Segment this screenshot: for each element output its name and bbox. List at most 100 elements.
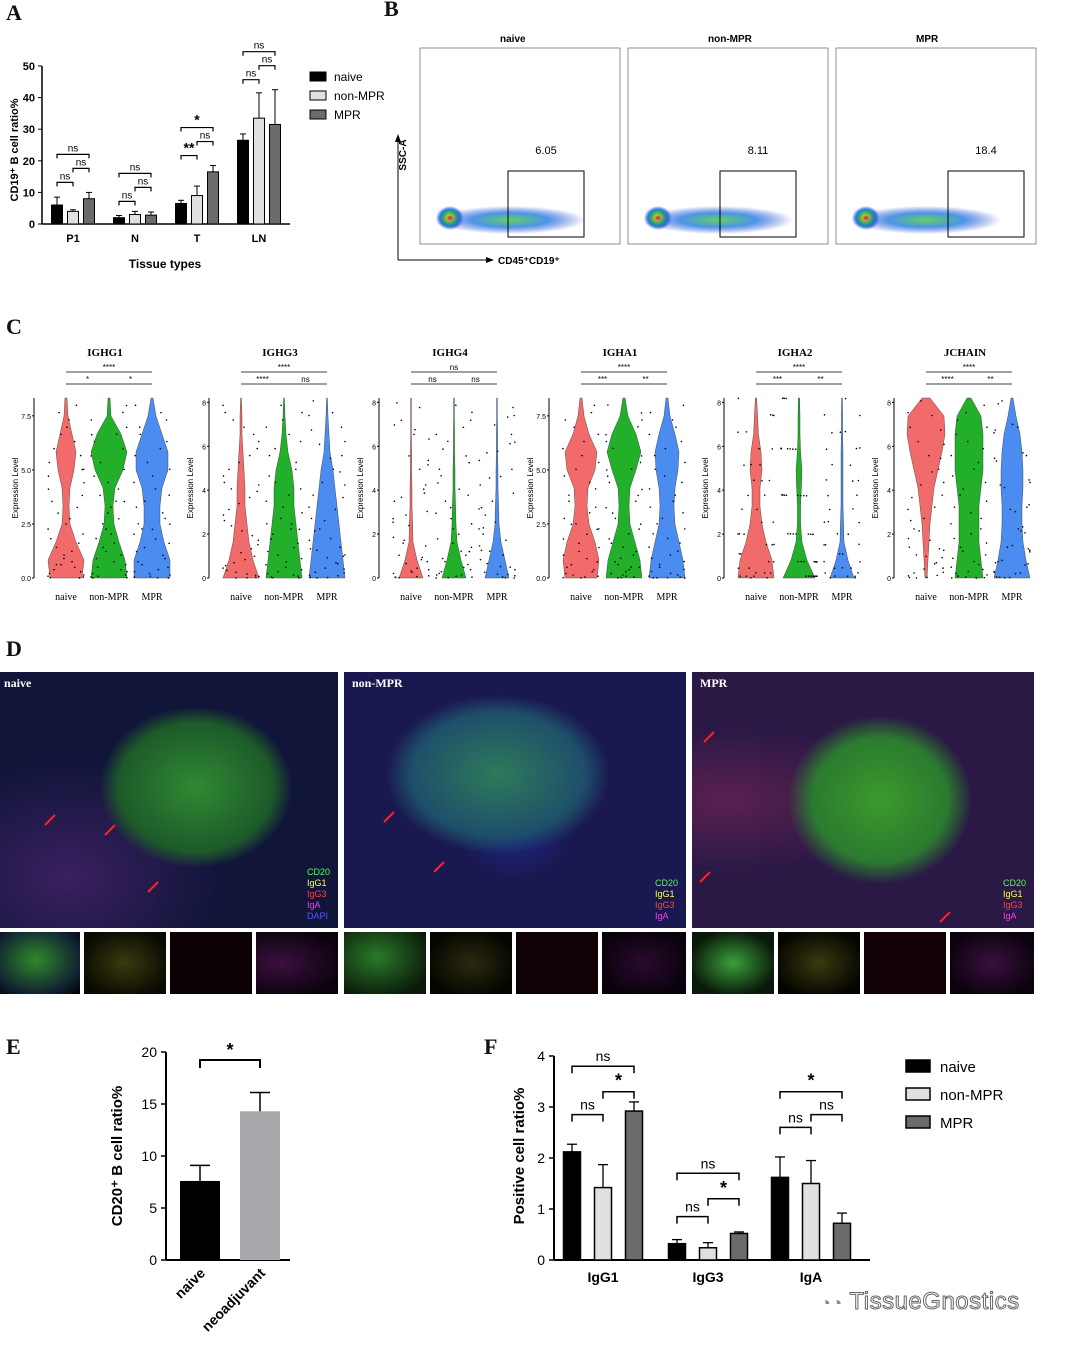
c-dot [511, 468, 513, 471]
f-sig-bracket [707, 1198, 740, 1206]
a-bar [129, 214, 141, 225]
c-dot [909, 426, 912, 428]
c-dot [639, 461, 642, 464]
c-dot [611, 512, 614, 514]
fluor-title-non-mpr: non-MPR [352, 676, 403, 690]
c-dot [606, 475, 609, 478]
c-dot [653, 454, 656, 457]
thumb-non-mpr-igg1 [430, 932, 512, 994]
c-dot [859, 447, 861, 449]
c-ytick-label: 0 [372, 576, 376, 583]
c-dot [125, 404, 128, 407]
c-dot [586, 533, 588, 536]
c-dot [773, 543, 775, 546]
c-dot [285, 561, 288, 563]
c-dot [829, 576, 832, 579]
c-dot [117, 488, 120, 490]
c-dot [682, 404, 685, 407]
f-sig-label: ns [685, 1199, 700, 1215]
c-dot [1024, 564, 1026, 566]
b-plot-frame [627, 47, 829, 245]
c-dot [120, 554, 122, 556]
c-dot [683, 568, 685, 571]
a-sig-bracket [134, 186, 152, 192]
c-dot [803, 560, 805, 563]
c-dot [326, 556, 329, 559]
c-dot [299, 440, 302, 443]
panel-b-ylabel: SSC-A [398, 139, 409, 170]
c-group-label: naive [230, 592, 252, 603]
c-dot [797, 494, 799, 497]
c-dot [959, 494, 961, 496]
c-dot [663, 475, 666, 477]
c-dot [408, 455, 410, 457]
b-density-spread [851, 206, 1001, 234]
c-dot [605, 440, 608, 443]
c-dot [641, 419, 643, 421]
arrows-mpr [699, 731, 951, 923]
c-violin [906, 397, 946, 579]
c-dot [748, 567, 750, 569]
c-dot [683, 560, 685, 563]
c-violin [782, 397, 816, 579]
c-dot [479, 484, 482, 486]
c-dot [943, 443, 945, 446]
c-violin [737, 397, 775, 579]
c-sig-label: **** [793, 363, 805, 372]
legend-igg1: IgG1 [306, 878, 327, 888]
f-sig-bracket [571, 1113, 604, 1122]
c-dot [398, 554, 400, 556]
c-dot [392, 536, 395, 539]
c-ytick-label: 6 [887, 444, 891, 451]
c-dot [608, 538, 610, 540]
c-dot [766, 577, 769, 579]
c-dot [82, 574, 85, 576]
c-dot [102, 523, 104, 525]
c-dot [993, 432, 995, 434]
c-dot [405, 514, 407, 516]
c-violin-panel-igha2: IGHA2 Expression Level 0 2 4 6 8 naive non-MPR MP… [701, 347, 861, 603]
c-dot [316, 549, 318, 552]
c-dot [594, 488, 597, 490]
c-dot [467, 494, 469, 497]
f-ytick-label: 2 [537, 1150, 545, 1166]
c-dot [993, 570, 995, 573]
c-dot [514, 568, 516, 571]
c-dot [649, 506, 652, 508]
f-sig-label: * [720, 1178, 727, 1198]
c-violin [993, 397, 1031, 579]
c-dot [907, 508, 909, 511]
c-dot [167, 566, 169, 569]
c-violin [562, 397, 600, 579]
c-dot [630, 566, 632, 568]
c-dot [420, 558, 423, 561]
c-dot [301, 512, 303, 514]
c-violin-panel-igha1: IGHA1 Expression Level 0.0 2.5 5.0 7.5 naive no… [526, 347, 686, 603]
a-legend-label: MPR [334, 108, 361, 122]
c-dot [151, 475, 154, 477]
c-dot [222, 567, 224, 569]
f-bar [667, 1242, 687, 1261]
c-dot [578, 550, 580, 553]
c-dot [248, 454, 251, 457]
c-dot [965, 411, 967, 414]
c-dot [471, 576, 473, 578]
a-bar [175, 202, 187, 225]
c-ytick-label: 4 [717, 488, 721, 495]
c-dot [1006, 546, 1009, 548]
c-dot [759, 464, 761, 466]
c-dot [274, 481, 277, 484]
b-density-spread [643, 206, 793, 234]
c-dot [78, 577, 81, 579]
c-dot [416, 567, 418, 569]
c-dot [857, 572, 859, 574]
c-dot [226, 569, 228, 572]
f-legend-label: naive [940, 1059, 976, 1076]
c-dot [675, 426, 677, 428]
f-legend-label: non-MPR [940, 1087, 1004, 1104]
c-ytick-label: 5.0 [536, 468, 546, 475]
c-dot [73, 566, 76, 569]
c-dot [240, 551, 242, 554]
c-dot [669, 572, 672, 575]
c-dot [993, 457, 996, 460]
